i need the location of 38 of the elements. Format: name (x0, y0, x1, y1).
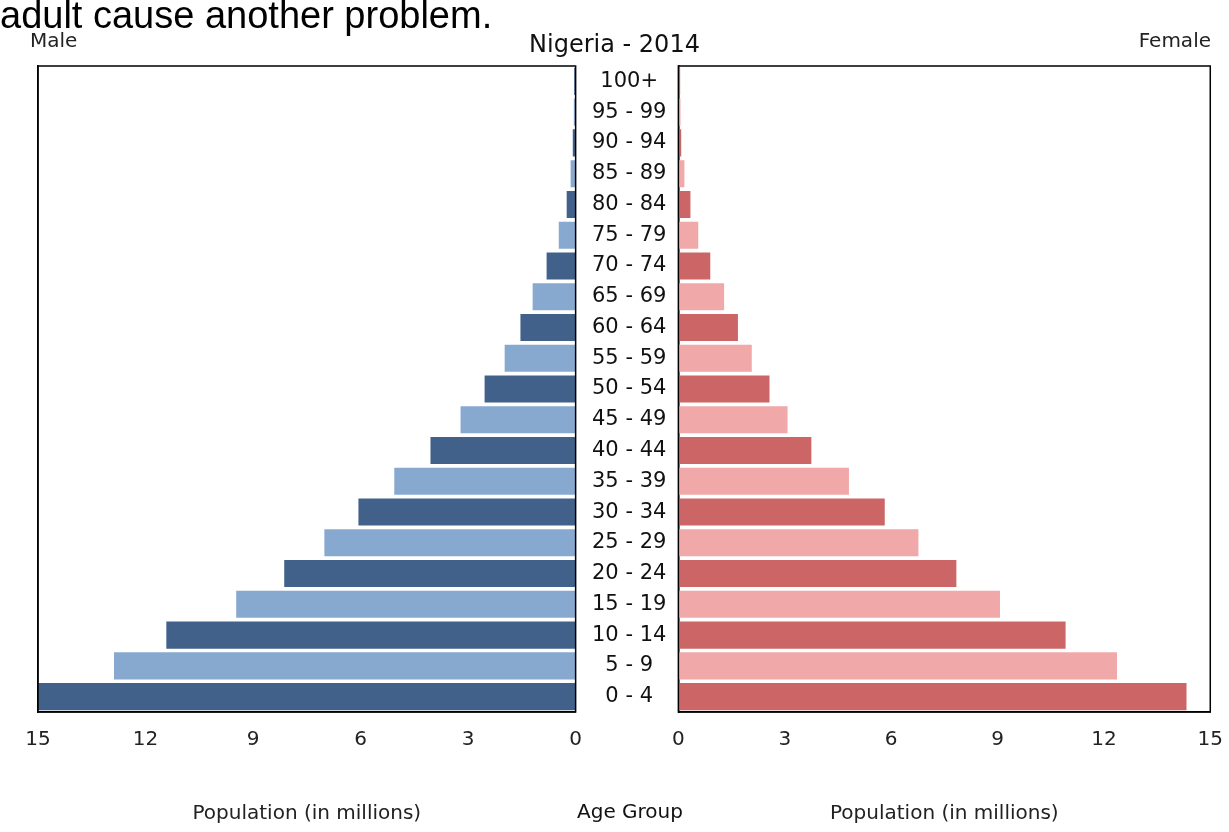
y-tick-label: 75 - 79 (592, 221, 667, 246)
x-tick-label: 0 (569, 726, 582, 751)
x-tick-label: 12 (132, 726, 159, 751)
y-tick-label: 5 - 9 (605, 652, 654, 677)
text: Nigeria - 2014 (529, 30, 700, 58)
y-tick-label: 55 - 59 (592, 344, 667, 369)
y-tick-label: 65 - 69 (592, 283, 667, 308)
x-tick-label: 6 (884, 726, 898, 751)
y-tick-label: 10 - 14 (592, 621, 667, 646)
x-tick-label: 9 (246, 726, 260, 751)
x-axis-title: Population (in millions) (829, 800, 1059, 825)
y-tick-label: 95 - 99 (592, 98, 667, 123)
x-tick-label: 3 (461, 726, 475, 751)
x-tick-label: 3 (778, 726, 792, 751)
x-tick-label: 15 (1197, 726, 1223, 751)
x-tick-label: 12 (1091, 726, 1117, 751)
y-tick-label: 100+ (600, 67, 659, 92)
y-tick-label: 40 - 44 (592, 436, 667, 461)
y-tick-label: 30 - 34 (592, 498, 667, 523)
y-tick-label: 90 - 94 (592, 129, 667, 154)
y-tick-label: 20 - 24 (592, 560, 667, 585)
y-tick-label: 60 - 64 (592, 313, 667, 338)
chart-title: Female (1138, 28, 1211, 53)
y-tick-label: 35 - 39 (592, 467, 667, 492)
x-tick-label: 15 (25, 726, 51, 751)
y-tick-label: 80 - 84 (592, 190, 667, 215)
y-tick-label: 25 - 29 (592, 529, 667, 554)
y-tick-label: 85 - 89 (592, 160, 667, 185)
y-tick-label: 15 - 19 (592, 590, 667, 615)
x-tick-label: 9 (991, 726, 1004, 751)
y-tick-label: 0 - 4 (605, 683, 654, 708)
x-axis-title: Population (in millions) (192, 800, 422, 825)
y-axis-title: Age Group (576, 799, 684, 823)
y-tick-label: 50 - 54 (592, 375, 667, 400)
y-tick-label: 45 - 49 (592, 406, 667, 431)
x-tick-label: 6 (354, 726, 367, 751)
x-tick-label: 0 (672, 726, 685, 751)
y-tick-label: 70 - 74 (592, 252, 667, 277)
